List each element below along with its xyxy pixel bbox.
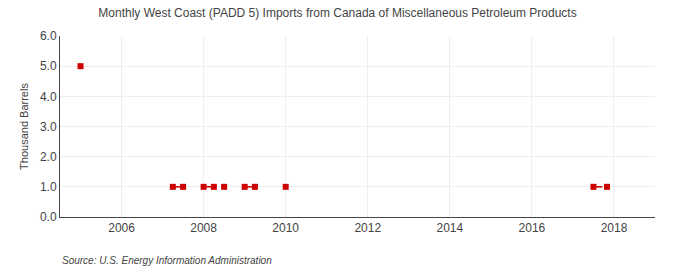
svg-text:2006: 2006: [108, 221, 135, 235]
svg-text:2016: 2016: [519, 221, 546, 235]
svg-text:4.0: 4.0: [40, 90, 57, 104]
svg-text:0.0: 0.0: [40, 210, 57, 224]
svg-text:2014: 2014: [436, 221, 463, 235]
svg-text:Source: U.S. Energy Informatio: Source: U.S. Energy Information Administ…: [62, 255, 272, 266]
svg-text:3.0: 3.0: [40, 120, 57, 134]
svg-text:2.0: 2.0: [40, 150, 57, 164]
svg-text:1.0: 1.0: [40, 180, 57, 194]
svg-text:6.0: 6.0: [40, 29, 57, 43]
svg-text:2018: 2018: [601, 221, 628, 235]
svg-text:2010: 2010: [272, 221, 299, 235]
svg-text:2012: 2012: [354, 221, 381, 235]
svg-text:Monthly West Coast (PADD 5) Im: Monthly West Coast (PADD 5) Imports from…: [98, 6, 576, 20]
svg-text:Thousand Barrels: Thousand Barrels: [18, 83, 30, 170]
svg-text:5.0: 5.0: [40, 59, 57, 73]
svg-text:2008: 2008: [190, 221, 217, 235]
